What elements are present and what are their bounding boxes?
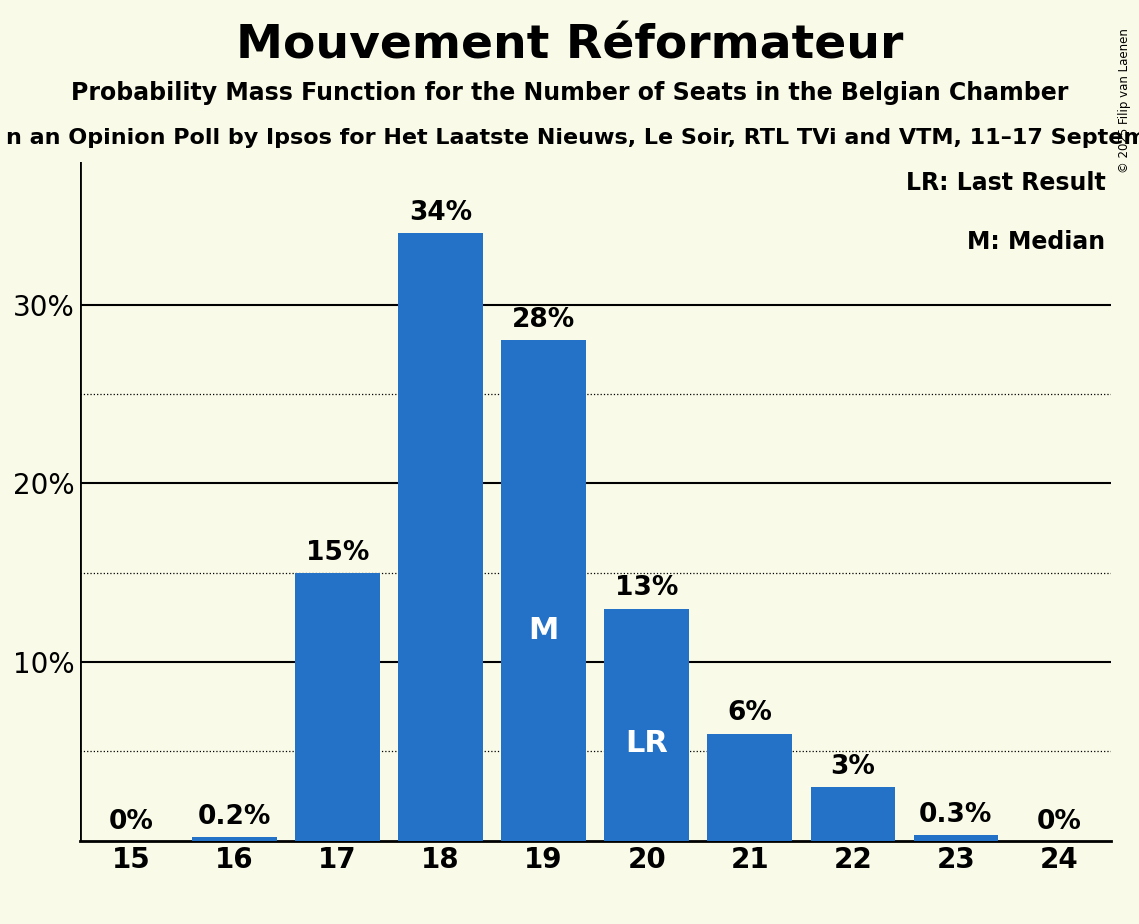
Text: 34%: 34% [409, 200, 472, 226]
Text: LR: LR [625, 729, 669, 758]
Text: 6%: 6% [728, 700, 772, 726]
Text: Probability Mass Function for the Number of Seats in the Belgian Chamber: Probability Mass Function for the Number… [71, 81, 1068, 105]
Bar [501, 340, 585, 841]
Bar [605, 609, 689, 841]
Text: M: M [528, 616, 559, 645]
Text: n an Opinion Poll by Ipsos for Het Laatste Nieuws, Le Soir, RTL TVi and VTM, 11–: n an Opinion Poll by Ipsos for Het Laats… [6, 128, 1139, 148]
Text: LR: Last Result: LR: Last Result [906, 171, 1105, 195]
Text: 0%: 0% [1036, 808, 1081, 834]
Text: M: Median: M: Median [967, 229, 1105, 253]
Text: 28%: 28% [511, 308, 575, 334]
Bar [811, 787, 895, 841]
Text: Mouvement Réformateur: Mouvement Réformateur [236, 23, 903, 68]
Text: © 2025 Filip van Laenen: © 2025 Filip van Laenen [1118, 28, 1131, 173]
Text: 15%: 15% [305, 540, 369, 565]
Text: 0.2%: 0.2% [198, 804, 271, 830]
Bar [192, 837, 277, 841]
Bar [913, 835, 998, 841]
Text: 3%: 3% [830, 754, 875, 780]
Bar [707, 734, 792, 841]
Bar [399, 233, 483, 841]
Text: 0%: 0% [109, 808, 154, 834]
Bar [295, 573, 379, 841]
Text: 13%: 13% [615, 576, 679, 602]
Text: 0.3%: 0.3% [919, 802, 992, 828]
